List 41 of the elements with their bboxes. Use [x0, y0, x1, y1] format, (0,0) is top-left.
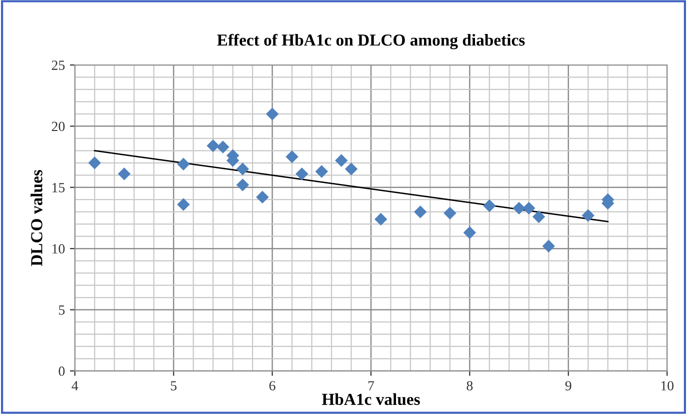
point: [444, 206, 456, 220]
x-tick-label: 6: [269, 381, 276, 390]
point: [256, 190, 269, 204]
x-tick-label: 10: [661, 381, 674, 390]
x-tick-label: 9: [565, 381, 572, 390]
y-tick-label: 5: [59, 305, 65, 315]
point: [532, 210, 546, 224]
point: [522, 202, 536, 215]
point: [177, 198, 190, 211]
point: [483, 199, 496, 212]
point: [315, 165, 328, 178]
point: [177, 158, 190, 170]
point: [118, 168, 131, 180]
point: [512, 202, 526, 215]
y-tick-label: 15: [52, 183, 65, 192]
point: [296, 168, 308, 180]
point: [286, 150, 298, 164]
y-tick-label: 20: [52, 122, 65, 132]
point: [344, 162, 358, 176]
x-axis-title: HbA1c values: [322, 393, 420, 406]
y-axis-title: DLCO values: [30, 170, 42, 266]
y-tick-label: 25: [52, 60, 65, 70]
x-tick-label: 4: [72, 381, 78, 390]
point: [236, 178, 250, 192]
x-tick-label: 5: [170, 381, 177, 390]
point: [374, 212, 388, 226]
x-tick-label: 7: [368, 381, 374, 390]
point: [88, 156, 101, 170]
point: [542, 240, 556, 252]
y-tick-label: 10: [52, 244, 65, 254]
point: [206, 139, 220, 152]
point: [463, 226, 476, 240]
point: [266, 108, 279, 120]
point: [414, 205, 427, 218]
chart-title: Effect of HbA1c on DLCO among diabetics: [217, 34, 525, 50]
x-tick-label: 8: [466, 381, 473, 390]
y-tick-label: 0: [58, 366, 65, 376]
point: [236, 162, 250, 176]
point: [582, 209, 594, 222]
point: [216, 140, 230, 154]
point: [335, 154, 348, 167]
